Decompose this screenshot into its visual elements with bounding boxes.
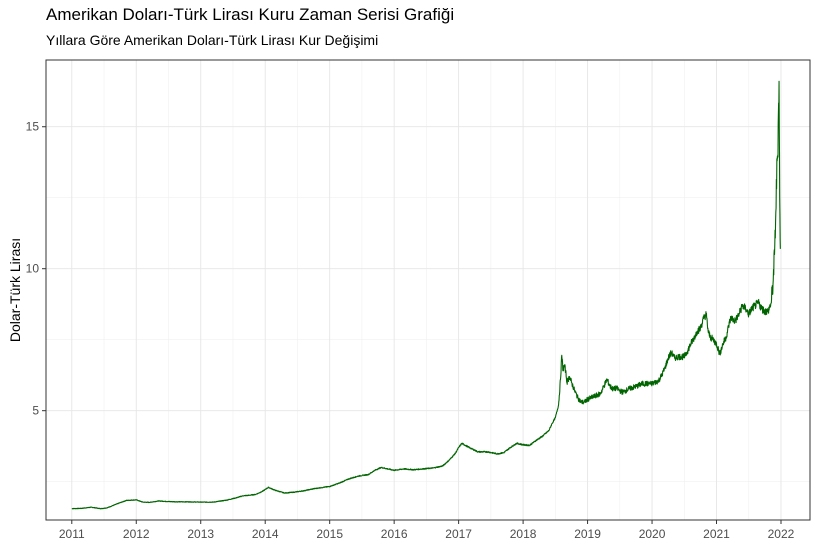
x-tick-label: 2013 — [187, 527, 214, 541]
x-tick-label: 2012 — [123, 527, 150, 541]
chart-title: Amerikan Doları-Türk Lirası Kuru Zaman S… — [46, 5, 455, 24]
y-tick-label: 5 — [32, 404, 39, 418]
x-tick-label: 2016 — [381, 527, 408, 541]
y-tick-label: 15 — [26, 120, 40, 134]
series-group — [71, 80, 781, 510]
x-tick-label: 2020 — [639, 527, 666, 541]
minor-gridlines — [46, 60, 810, 520]
x-axis-ticks: 2011 2012 2013 2014 2015 2016 2017 2018 2019 2020… — [59, 520, 795, 541]
x-tick-label: 2017 — [445, 527, 472, 541]
major-gridlines — [46, 60, 810, 520]
x-tick-label: 2015 — [316, 527, 343, 541]
y-tick-label: 10 — [26, 262, 40, 276]
plot-panel-border — [45, 59, 811, 521]
x-tick-label: 2022 — [768, 527, 795, 541]
series-line — [71, 80, 781, 510]
y-axis-title: Dolar-Türk Lirası — [7, 238, 23, 342]
x-tick-label: 2011 — [59, 527, 85, 541]
x-tick-label: 2018 — [510, 527, 537, 541]
x-tick-label: 2014 — [252, 527, 279, 541]
x-tick-label: 2019 — [574, 527, 601, 541]
y-axis-ticks: 5 10 15 — [26, 120, 46, 418]
chart-subtitle: Yıllara Göre Amerikan Doları-Türk Lirası… — [46, 32, 379, 48]
x-tick-label: 2021 — [703, 527, 730, 541]
